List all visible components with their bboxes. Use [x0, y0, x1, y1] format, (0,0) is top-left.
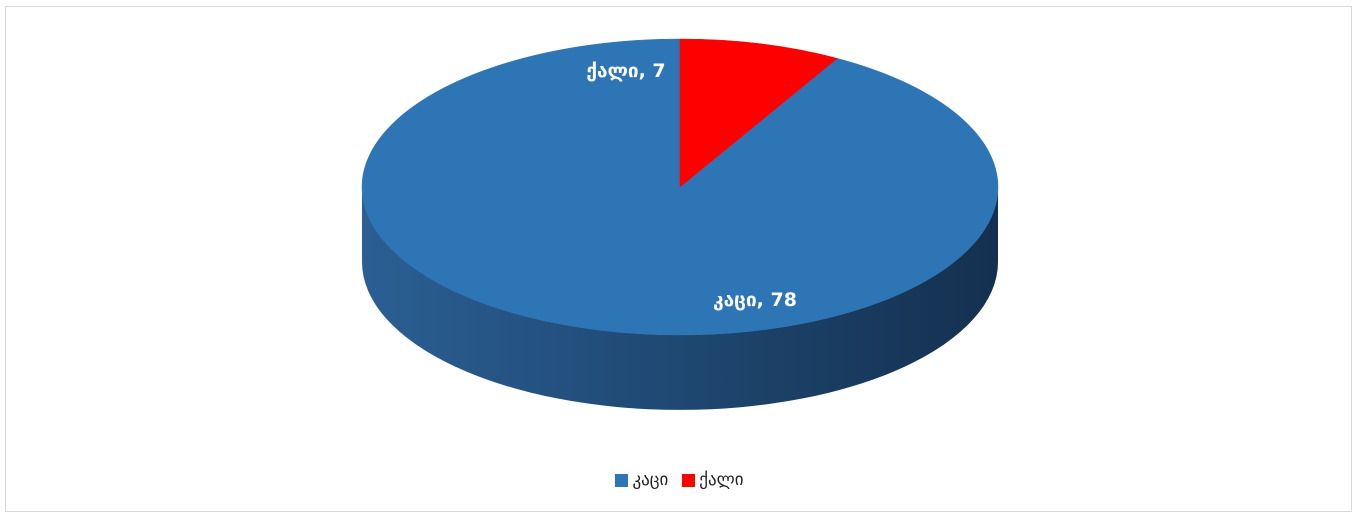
legend-swatch-kali: [682, 473, 696, 487]
legend-item-kaci: კაცი: [615, 470, 668, 490]
chart-legend: კაცი ქალი: [0, 470, 1359, 490]
data-label-kali: ქალი, 7: [586, 60, 665, 82]
legend-label-kali: ქალი: [699, 470, 744, 490]
pie-slice-kali: [679, 38, 838, 188]
pie-side-wall: [362, 187, 998, 410]
legend-item-kali: ქალი: [682, 470, 744, 490]
data-label-kaci: კაცი, 78: [713, 289, 797, 311]
legend-swatch-kaci: [615, 473, 629, 487]
legend-label-kaci: კაცი: [632, 470, 669, 490]
